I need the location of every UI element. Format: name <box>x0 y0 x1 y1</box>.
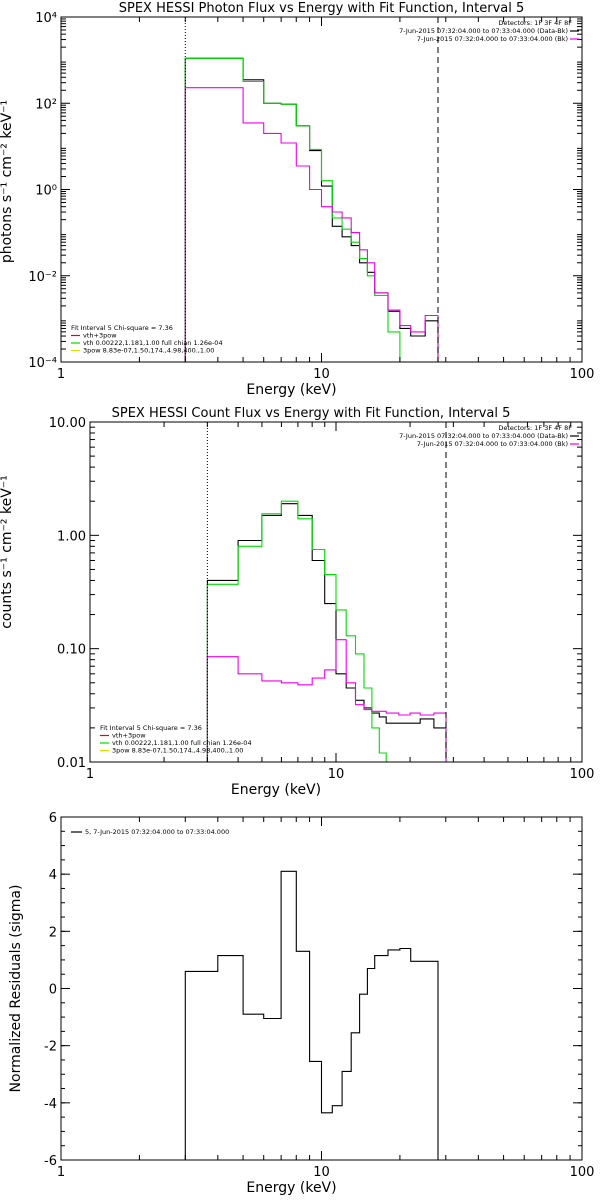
x-tick-label: 10 <box>328 767 345 782</box>
legend-entry-label: 7-Jun-2015 07:32:04.000 to 07:33:04.000 … <box>399 27 568 35</box>
y-tick-label: 10² <box>35 97 57 112</box>
series-group <box>206 500 447 762</box>
y-tick-label: 10⁻⁴ <box>28 356 57 371</box>
x-tick-label: 100 <box>570 367 595 382</box>
x-tick-label: 10 <box>313 1165 330 1180</box>
x-axis-label: Energy (keV) <box>246 382 336 398</box>
x-tick-label: 1 <box>57 367 65 382</box>
y-tick-label: -2 <box>44 1040 57 1055</box>
chart-title: SPEX HESSI Count Flux vs Energy with Fit… <box>112 406 511 421</box>
legend-header: Detectors: 1F 3F 4F 8F <box>498 19 572 27</box>
plot-panel-3: 1 10 100 -6 -4 -2 0 2 4 6 Energy (keV) Normalized R… <box>8 811 595 1196</box>
series-group <box>184 57 439 362</box>
x-tick-label: 100 <box>570 767 595 782</box>
legend-entry-label: 7-Jun-2015 07:32:04.000 to 07:33:04.000 … <box>417 35 568 43</box>
y-tick-label: -6 <box>44 1154 57 1169</box>
series-group <box>184 870 439 1160</box>
y-tick-label: 0.10 <box>57 643 86 658</box>
y-tick-label: 4 <box>49 868 57 883</box>
y-tick-label: 10.00 <box>49 416 86 431</box>
y-tick-label: 10⁻² <box>28 270 57 285</box>
y-tick-label: 6 <box>49 811 57 826</box>
y-axis-label: photons s⁻¹ cm⁻² keV⁻¹ <box>0 100 15 263</box>
series-line-2 <box>206 500 387 762</box>
x-tick-label: 1 <box>86 767 94 782</box>
y-tick-label: 1.00 <box>57 529 86 544</box>
fit-legend-header: Fit Interval 5 Chi-square = 7.36 <box>100 724 202 732</box>
x-tick-label: 10 <box>313 367 330 382</box>
y-axis-label: counts s⁻¹ cm⁻² keV⁻¹ <box>0 475 15 629</box>
series-line-3 <box>184 87 439 362</box>
fit-legend-label: vth+3pow <box>112 732 146 740</box>
x-tick-label: 1 <box>57 1165 65 1180</box>
series-line-2 <box>184 57 412 362</box>
y-tick-label: 0.01 <box>57 756 86 771</box>
legend-entry-label: 5, 7-Jun-2015 07:32:04.000 to 07:33:04.0… <box>85 828 229 836</box>
x-axis-label: Energy (keV) <box>231 782 321 798</box>
y-tick-label: 10⁰ <box>35 184 57 199</box>
fit-legend-label: 3pow 8.83e-07,1.50,174.,4.98,400.,1.00 <box>83 347 214 355</box>
fit-legend-label: 3pow 8.83e-07,1.50,174.,4.98,400.,1.00 <box>112 747 243 755</box>
fit-legend-label: vth 0.00222,1.181,1.00 full chian 1.26e-… <box>83 339 223 347</box>
y-tick-label: -4 <box>44 1097 57 1112</box>
plot-panel-1: SPEX HESSI Photon Flux vs Energy with Fi… <box>0 1 595 398</box>
y-tick-label: 2 <box>49 925 57 940</box>
series-line-1 <box>206 503 447 762</box>
y-axis-label: Normalized Residuals (sigma) <box>8 885 24 1093</box>
plot-panel-2: SPEX HESSI Count Flux vs Energy with Fit… <box>0 406 595 798</box>
fit-legend-label: vth+3pow <box>83 332 117 340</box>
y-tick-label: 10⁴ <box>35 11 57 26</box>
x-tick-label: 100 <box>570 1165 595 1180</box>
series-line-3 <box>206 639 447 762</box>
series-line-1 <box>184 870 439 1160</box>
chart-title: SPEX HESSI Photon Flux vs Energy with Fi… <box>119 1 525 16</box>
legend-entry-label: 7-Jun-2015 07:32:04.000 to 07:33:04.000 … <box>399 432 568 440</box>
legend-header: Detectors: 1F 3F 4F 8F <box>498 424 572 432</box>
x-axis-label: Energy (keV) <box>246 1180 336 1196</box>
fit-legend-header: Fit Interval 5 Chi-square = 7.36 <box>71 324 173 332</box>
y-tick-label: 0 <box>49 983 57 998</box>
legend-entry-label: 7-Jun-2015 07:32:04.000 to 07:33:04.000 … <box>417 440 568 448</box>
fit-legend-label: vth 0.00222,1.181,1.00 full chian 1.26e-… <box>112 739 252 747</box>
